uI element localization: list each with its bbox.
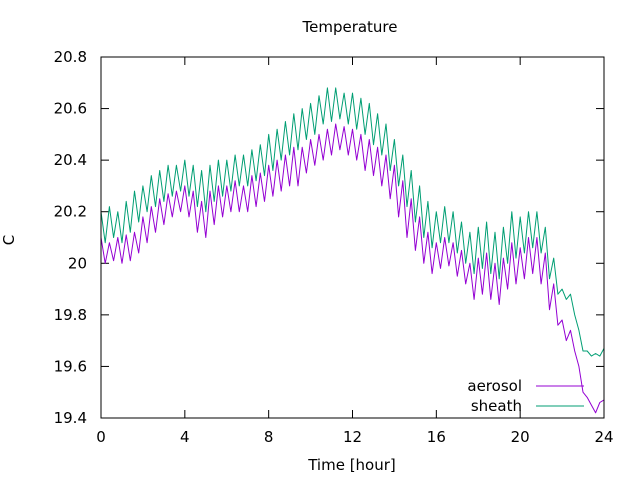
y-tick-label: 20.2 [54, 203, 87, 221]
series-lines [100, 87, 605, 414]
chart-title: Temperature [301, 18, 397, 36]
x-tick-label: 16 [427, 428, 446, 446]
series-line-aerosol [100, 123, 605, 414]
legend-label-sheath: sheath [471, 397, 522, 415]
y-tick-label: 19.8 [54, 306, 87, 324]
y-tick-label: 19.4 [54, 409, 87, 427]
plot-frame [100, 56, 605, 419]
x-axis-label: Time [hour] [307, 456, 396, 474]
y-tick-label: 20.6 [54, 100, 87, 118]
y-tick-label: 20.8 [54, 48, 87, 66]
x-tick-label: 8 [264, 428, 274, 446]
y-tick-label: 20 [68, 254, 87, 272]
y-tick-label: 19.6 [54, 357, 87, 375]
x-tick-label: 0 [96, 428, 106, 446]
x-tick-label: 24 [594, 428, 613, 446]
x-tick-label: 20 [511, 428, 530, 446]
y-axis-label: C [0, 235, 18, 245]
series-line-sheath [100, 87, 605, 357]
x-tick-label: 12 [343, 428, 362, 446]
legend-label-aerosol: aerosol [467, 377, 522, 395]
legend: aerosol sheath [467, 377, 584, 415]
x-tick-label: 4 [180, 428, 190, 446]
y-tick-label: 20.4 [54, 151, 87, 169]
